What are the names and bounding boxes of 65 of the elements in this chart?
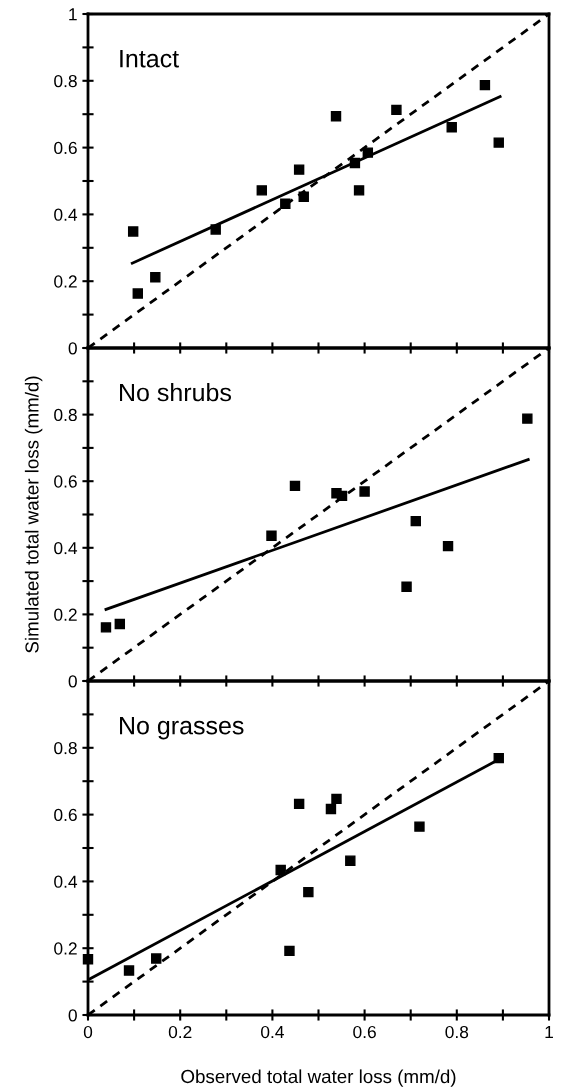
point [82, 954, 94, 965]
point [325, 803, 337, 815]
y-tick-label: 0 [68, 1009, 77, 1022]
point [414, 821, 425, 832]
point [266, 530, 277, 542]
point [442, 540, 454, 552]
point [349, 157, 361, 169]
point [303, 886, 314, 898]
y-tick-label: 0.8 [54, 741, 77, 755]
y-tick-label: 0.4 [54, 875, 78, 888]
y-tick-label: 0.4 [54, 541, 78, 555]
point [522, 413, 533, 424]
y-tick-label: 0.2 [54, 942, 77, 955]
y-tick-label: 0.8 [54, 408, 77, 422]
y-tick-label: 0.8 [54, 74, 77, 88]
y-tick-label: 0.6 [54, 141, 77, 155]
point [127, 226, 139, 237]
point [284, 945, 295, 957]
y-axis-title: Simulated total water loss (mm/d) [24, 376, 43, 653]
point [298, 191, 309, 202]
point [100, 622, 112, 633]
point [353, 185, 365, 196]
point [410, 515, 421, 527]
x-tick-label: 0 [83, 1025, 93, 1039]
point [114, 618, 126, 630]
point [330, 110, 342, 122]
x-axis-title: Observed total water loss (mm/d) [181, 1069, 456, 1087]
point [132, 288, 143, 299]
point [275, 864, 286, 876]
point [493, 752, 504, 764]
x-tick-label: 0.2 [168, 1025, 192, 1039]
point [493, 137, 504, 148]
y-tick-label: 0.6 [54, 475, 77, 488]
point [210, 224, 221, 235]
x-tick-label: 0.4 [261, 1025, 284, 1039]
annotation: No grasses [120, 717, 244, 740]
point [280, 198, 291, 209]
point [336, 490, 348, 502]
x-tick-label: 1 [545, 1026, 553, 1038]
x-tick-label: 0.6 [353, 1025, 376, 1039]
y-tick-label: 0.6 [54, 808, 77, 822]
point [331, 793, 342, 805]
point [446, 122, 457, 133]
annotation: No shrubs [120, 382, 231, 402]
point [479, 79, 491, 91]
point [150, 271, 161, 283]
y-tick-label: 0 [68, 675, 77, 688]
point [123, 965, 135, 976]
y-tick-label: 0.2 [54, 608, 77, 621]
point [391, 104, 402, 116]
point [362, 147, 374, 158]
point [293, 798, 305, 810]
point [401, 581, 412, 592]
point [293, 164, 305, 175]
point [289, 480, 301, 492]
point [345, 855, 356, 866]
annotation: Intact [120, 50, 179, 68]
point [151, 953, 162, 964]
y-tick-label: 0 [68, 342, 77, 355]
x-tick-label: 0.8 [445, 1025, 469, 1039]
y-tick-label: 0.2 [54, 275, 77, 288]
point [359, 486, 370, 497]
y-tick-label: 1 [69, 8, 77, 21]
point [256, 185, 268, 196]
y-tick-label: 0.4 [54, 208, 78, 221]
